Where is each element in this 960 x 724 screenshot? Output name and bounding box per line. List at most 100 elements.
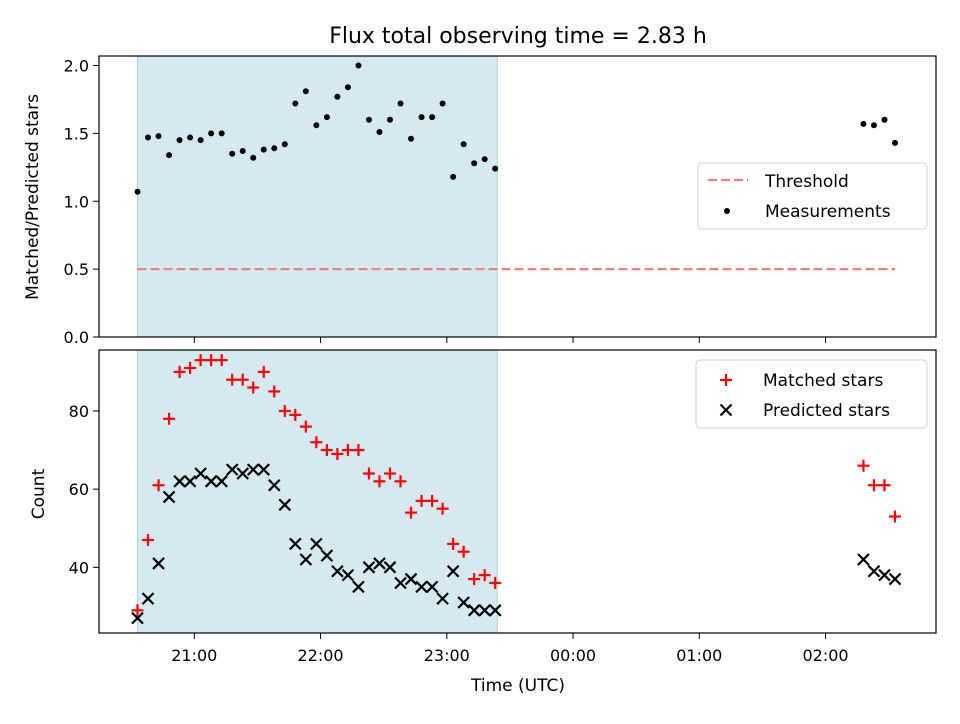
- predicted-star-marker: [194, 467, 207, 480]
- measurement-point: [271, 145, 278, 152]
- top-y-tick-label: 0.5: [64, 260, 89, 279]
- cross-b: [331, 564, 344, 578]
- measurement-point: [387, 116, 393, 123]
- matched-star-marker: [247, 381, 260, 394]
- cross-b: [878, 568, 891, 582]
- measurement-point: [334, 93, 341, 100]
- legend-predicted-label: Predicted stars: [763, 401, 890, 421]
- matched-star-marker: [215, 354, 228, 367]
- predicted-star-marker: [878, 568, 891, 582]
- cross-b: [320, 549, 334, 562]
- predicted-star-marker: [404, 572, 418, 586]
- measurement-point: [492, 165, 499, 172]
- cross-b: [183, 475, 197, 488]
- cross-b: [415, 580, 428, 594]
- x-tick-label: 23:00: [424, 646, 470, 665]
- matched-star-marker: [384, 467, 396, 480]
- measurement-point: [229, 150, 236, 157]
- predicted-star-marker: [257, 463, 271, 476]
- top-axes-frame: [98, 55, 937, 338]
- predicted-star-marker: [152, 557, 165, 570]
- bottom-legend-box: [695, 359, 928, 429]
- cross-b: [362, 561, 376, 574]
- top-y-tick-label: 1.0: [64, 192, 89, 211]
- matched-star-marker: [426, 494, 439, 507]
- matched-star-marker: [436, 502, 449, 515]
- top-observing-window: [137, 55, 498, 338]
- matched-star-marker: [468, 573, 481, 586]
- predicted-star-marker: [394, 576, 407, 590]
- predicted-star-marker: [299, 553, 313, 566]
- matched-star-marker: [878, 479, 891, 492]
- top-y-tick-label: 0.0: [64, 328, 89, 347]
- matched-star-marker: [163, 412, 176, 425]
- bottom-observing-window: [137, 349, 498, 634]
- matched-star-marker: [447, 537, 460, 550]
- top-legend-box: [697, 162, 928, 230]
- predicted-star-marker: [310, 537, 323, 551]
- measurement-point: [439, 100, 446, 107]
- matched-star-marker: [362, 467, 375, 480]
- predicted-star-marker: [857, 553, 870, 566]
- predicted-star-marker: [352, 580, 365, 594]
- cross-b: [394, 576, 407, 590]
- bottom-axes-frame: [98, 349, 937, 634]
- legend-matched-swatch: [720, 374, 732, 386]
- matched-star-marker: [320, 444, 333, 457]
- matched-star-marker: [152, 479, 165, 492]
- predicted-star-marker: [362, 561, 376, 574]
- predicted-star-marker: [888, 572, 902, 586]
- measurement-point: [408, 135, 415, 142]
- cross-b: [246, 463, 260, 476]
- bottom-y-tick-label: 80: [69, 402, 89, 421]
- matched-star-marker: [478, 569, 491, 582]
- measurement-point: [176, 137, 183, 144]
- top-legend: Threshold Measurements: [697, 162, 928, 230]
- matched-star-marker: [184, 361, 197, 374]
- measurement-point: [208, 130, 215, 137]
- matched-star-marker: [341, 444, 354, 457]
- cross-b: [162, 490, 176, 504]
- legend-measurements-swatch: [724, 208, 730, 214]
- cross-b: [425, 580, 439, 594]
- legend-predicted-swatch: [719, 403, 733, 417]
- cross-b: [719, 403, 733, 417]
- bottom-y-tick-label: 40: [69, 558, 89, 577]
- predicted-star-marker: [457, 596, 470, 609]
- predicted-star-marker: [867, 564, 881, 578]
- predicted-star-marker: [236, 467, 249, 480]
- predicted-star-marker: [467, 604, 481, 617]
- legend-threshold-label: Threshold: [764, 172, 849, 192]
- measurement-point: [218, 130, 225, 137]
- predicted-star-marker: [341, 568, 355, 582]
- legend-measurements-label: Measurements: [765, 202, 891, 222]
- cross-b: [467, 604, 481, 617]
- matched-star-marker: [236, 373, 249, 386]
- matched-star-marker: [457, 545, 470, 558]
- cross-b: [404, 572, 418, 586]
- predicted-star-marker: [383, 561, 397, 574]
- measurement-point: [365, 116, 372, 123]
- predicted-star-marker: [331, 564, 344, 578]
- predicted-star-marker: [425, 580, 439, 594]
- cross-b: [173, 475, 186, 488]
- cross-b: [257, 463, 271, 476]
- matched-star-marker: [142, 533, 155, 546]
- matched-star-marker: [257, 365, 270, 378]
- matched-star-marker: [278, 404, 291, 417]
- matched-star-marker: [226, 373, 239, 386]
- measurement-point: [471, 160, 478, 167]
- predicted-star-marker: [267, 478, 281, 492]
- predicted-star-marker: [173, 475, 186, 488]
- cross-b: [194, 467, 207, 480]
- predicted-star-marker: [162, 490, 176, 504]
- predicted-star-marker: [446, 564, 460, 578]
- measurement-point: [323, 114, 330, 121]
- cross-b: [446, 564, 460, 578]
- measurement-point: [481, 156, 488, 163]
- measurement-point: [397, 100, 404, 107]
- measurement-point: [239, 148, 246, 155]
- measurement-point: [260, 146, 267, 153]
- matched-star-marker: [194, 354, 207, 367]
- measurement-point: [376, 129, 383, 136]
